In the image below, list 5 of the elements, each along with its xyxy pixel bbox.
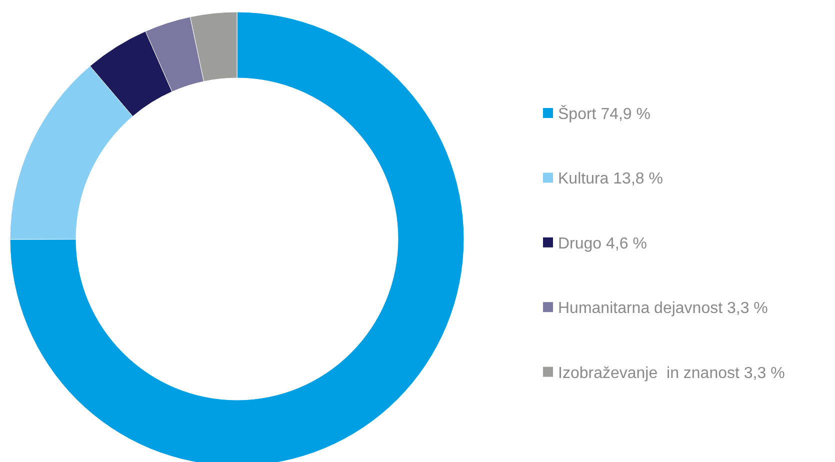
legend-label: Drugo 4,6 % bbox=[558, 235, 647, 252]
legend-label: Šport 74,9 % bbox=[558, 105, 650, 123]
legend-label: Izobraževanje in znanost 3,3 % bbox=[558, 364, 785, 382]
legend-label: Humanitarna dejavnost 3,3 % bbox=[558, 300, 768, 318]
legend-label: Kultura 13,8 % bbox=[558, 170, 663, 188]
